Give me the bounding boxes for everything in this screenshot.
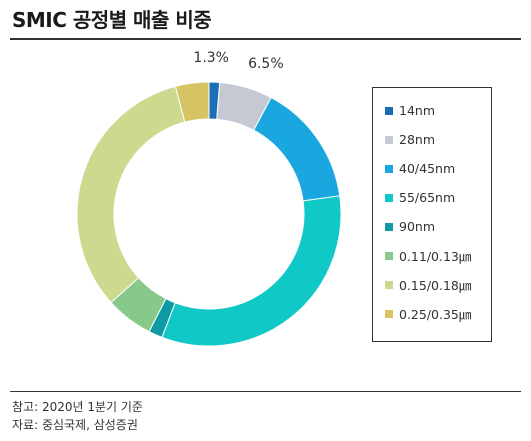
legend-item: 28nm <box>385 125 491 154</box>
legend-label: 14nm <box>399 103 436 118</box>
legend-item: 40/45nm <box>385 154 491 183</box>
legend-label: 40/45nm <box>399 161 456 176</box>
legend-label: 0.25/0.35㎛ <box>399 307 472 322</box>
chart-legend: 14nm 28nm 40/45nm 55/65nm 90nm 0.11/0.13㎛ 0.15… <box>372 87 492 342</box>
legend-swatch <box>385 135 393 144</box>
legend-swatch <box>385 309 393 318</box>
footnote-source: 자료: 중심국제, 삼성증권 <box>12 418 138 432</box>
legend-item: 55/65nm <box>385 183 491 212</box>
legend-item: 0.25/0.35㎛ <box>385 299 491 328</box>
footnote-basis: 참고: 2020년 1분기 기준 <box>12 400 143 414</box>
data-label-14nm: 1.3% <box>193 50 229 66</box>
legend-swatch <box>385 222 393 231</box>
top-divider <box>10 38 521 40</box>
slice-55-65nm <box>161 195 342 347</box>
legend-label: 55/65nm <box>399 190 456 205</box>
legend-swatch <box>385 106 393 115</box>
legend-item: 90nm <box>385 212 491 241</box>
legend-item: 0.15/0.18㎛ <box>385 270 491 299</box>
legend-label: 28nm <box>399 132 436 147</box>
slice-0-15-0-18um <box>76 85 186 304</box>
slice-40-45nm <box>253 96 341 202</box>
chart-title: SMIC 공정별 매출 비중 <box>12 8 212 32</box>
legend-swatch <box>385 280 393 289</box>
slice-0-25-0-35um <box>174 81 210 123</box>
legend-swatch <box>385 164 393 173</box>
legend-swatch <box>385 193 393 202</box>
legend-swatch <box>385 251 393 260</box>
legend-label: 0.15/0.18㎛ <box>399 278 472 293</box>
legend-item: 0.11/0.13㎛ <box>385 241 491 270</box>
legend-label: 90nm <box>399 219 436 234</box>
legend-label: 0.11/0.13㎛ <box>399 249 472 264</box>
donut-chart: 1.3% 6.5% <box>76 50 342 347</box>
legend-item: 14nm <box>385 96 491 125</box>
bottom-divider <box>10 391 521 392</box>
data-label-28nm: 6.5% <box>248 56 284 72</box>
